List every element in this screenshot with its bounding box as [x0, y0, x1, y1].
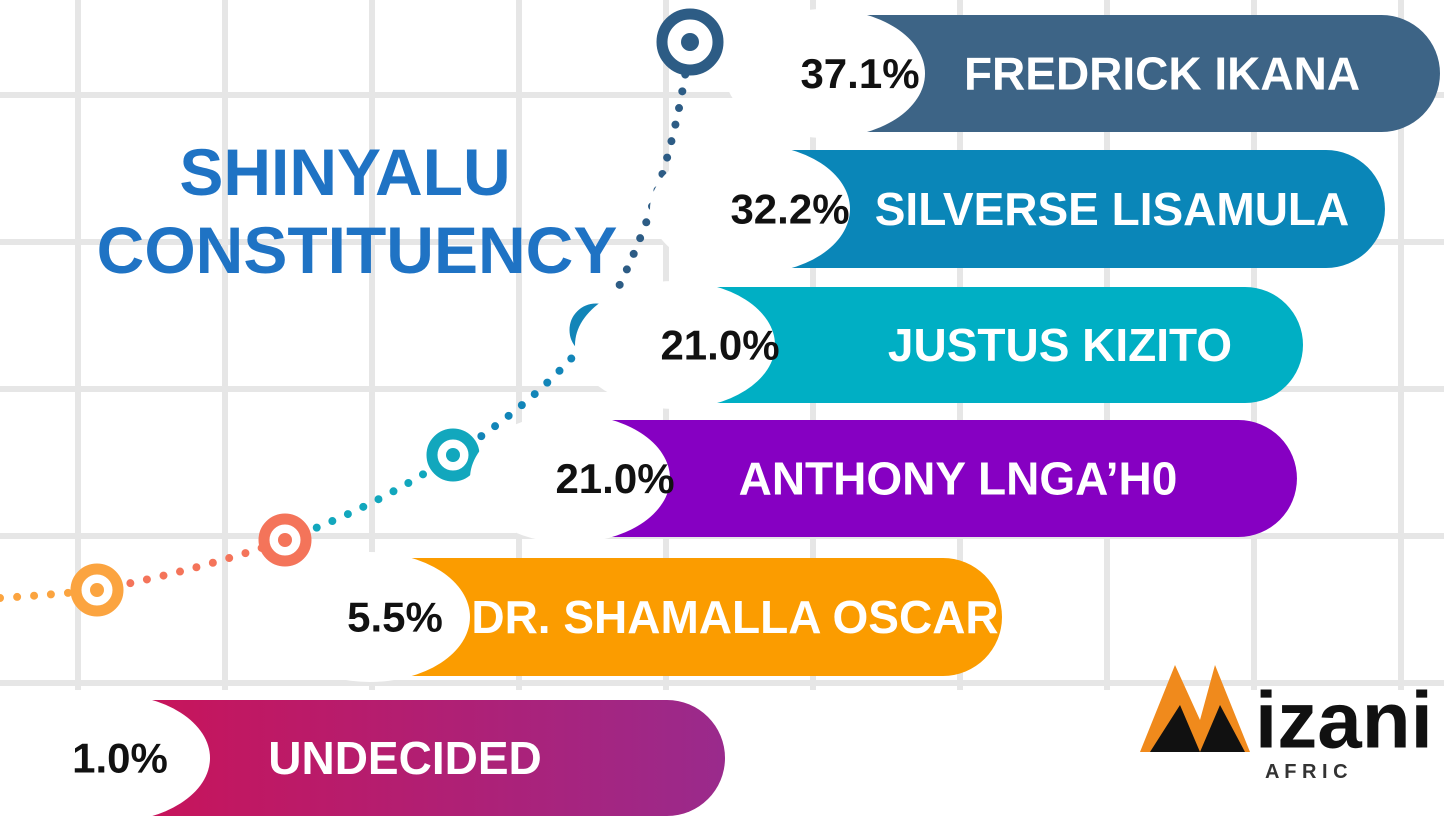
logo: izani A F R I C	[1140, 665, 1433, 783]
bar-notch	[10, 694, 210, 816]
bar-notch	[470, 414, 670, 543]
title: CONSTITUENCY	[97, 213, 618, 287]
bar	[780, 150, 1385, 268]
percent-label: 21.0%	[660, 322, 779, 369]
percent-label: 21.0%	[555, 455, 674, 502]
bar	[140, 700, 725, 816]
candidate-name: JUSTUS KIZITO	[888, 319, 1232, 371]
candidate-name: ANTHONY LNGA’H0	[739, 453, 1178, 505]
percent-label: 37.1%	[800, 50, 919, 97]
bar-notch	[270, 552, 470, 682]
logo-name: izani	[1255, 676, 1433, 765]
bar	[400, 558, 1002, 676]
candidate-name: DR. SHAMALLA OSCAR	[471, 591, 998, 643]
candidate-name: SILVERSE LISAMULA	[875, 183, 1350, 235]
bar-notch	[725, 9, 925, 138]
title: SHINYALU	[179, 135, 510, 209]
bar-notch	[650, 144, 850, 274]
candidate-name: UNDECIDED	[268, 732, 541, 784]
logo-tagline: A F R I C	[1265, 761, 1348, 783]
candidate-rows: 37.1% FREDRICK IKANA 32.2% SILVERSE LISAMUL…	[10, 9, 1440, 816]
bar	[855, 15, 1440, 132]
percent-label: 32.2%	[730, 186, 849, 233]
bar	[600, 420, 1297, 537]
percent-label: 1.0%	[72, 735, 168, 782]
bar	[705, 287, 1303, 403]
percent-label: 5.5%	[347, 594, 443, 641]
candidate-name: FREDRICK IKANA	[964, 48, 1360, 100]
bar-notch	[575, 281, 775, 409]
